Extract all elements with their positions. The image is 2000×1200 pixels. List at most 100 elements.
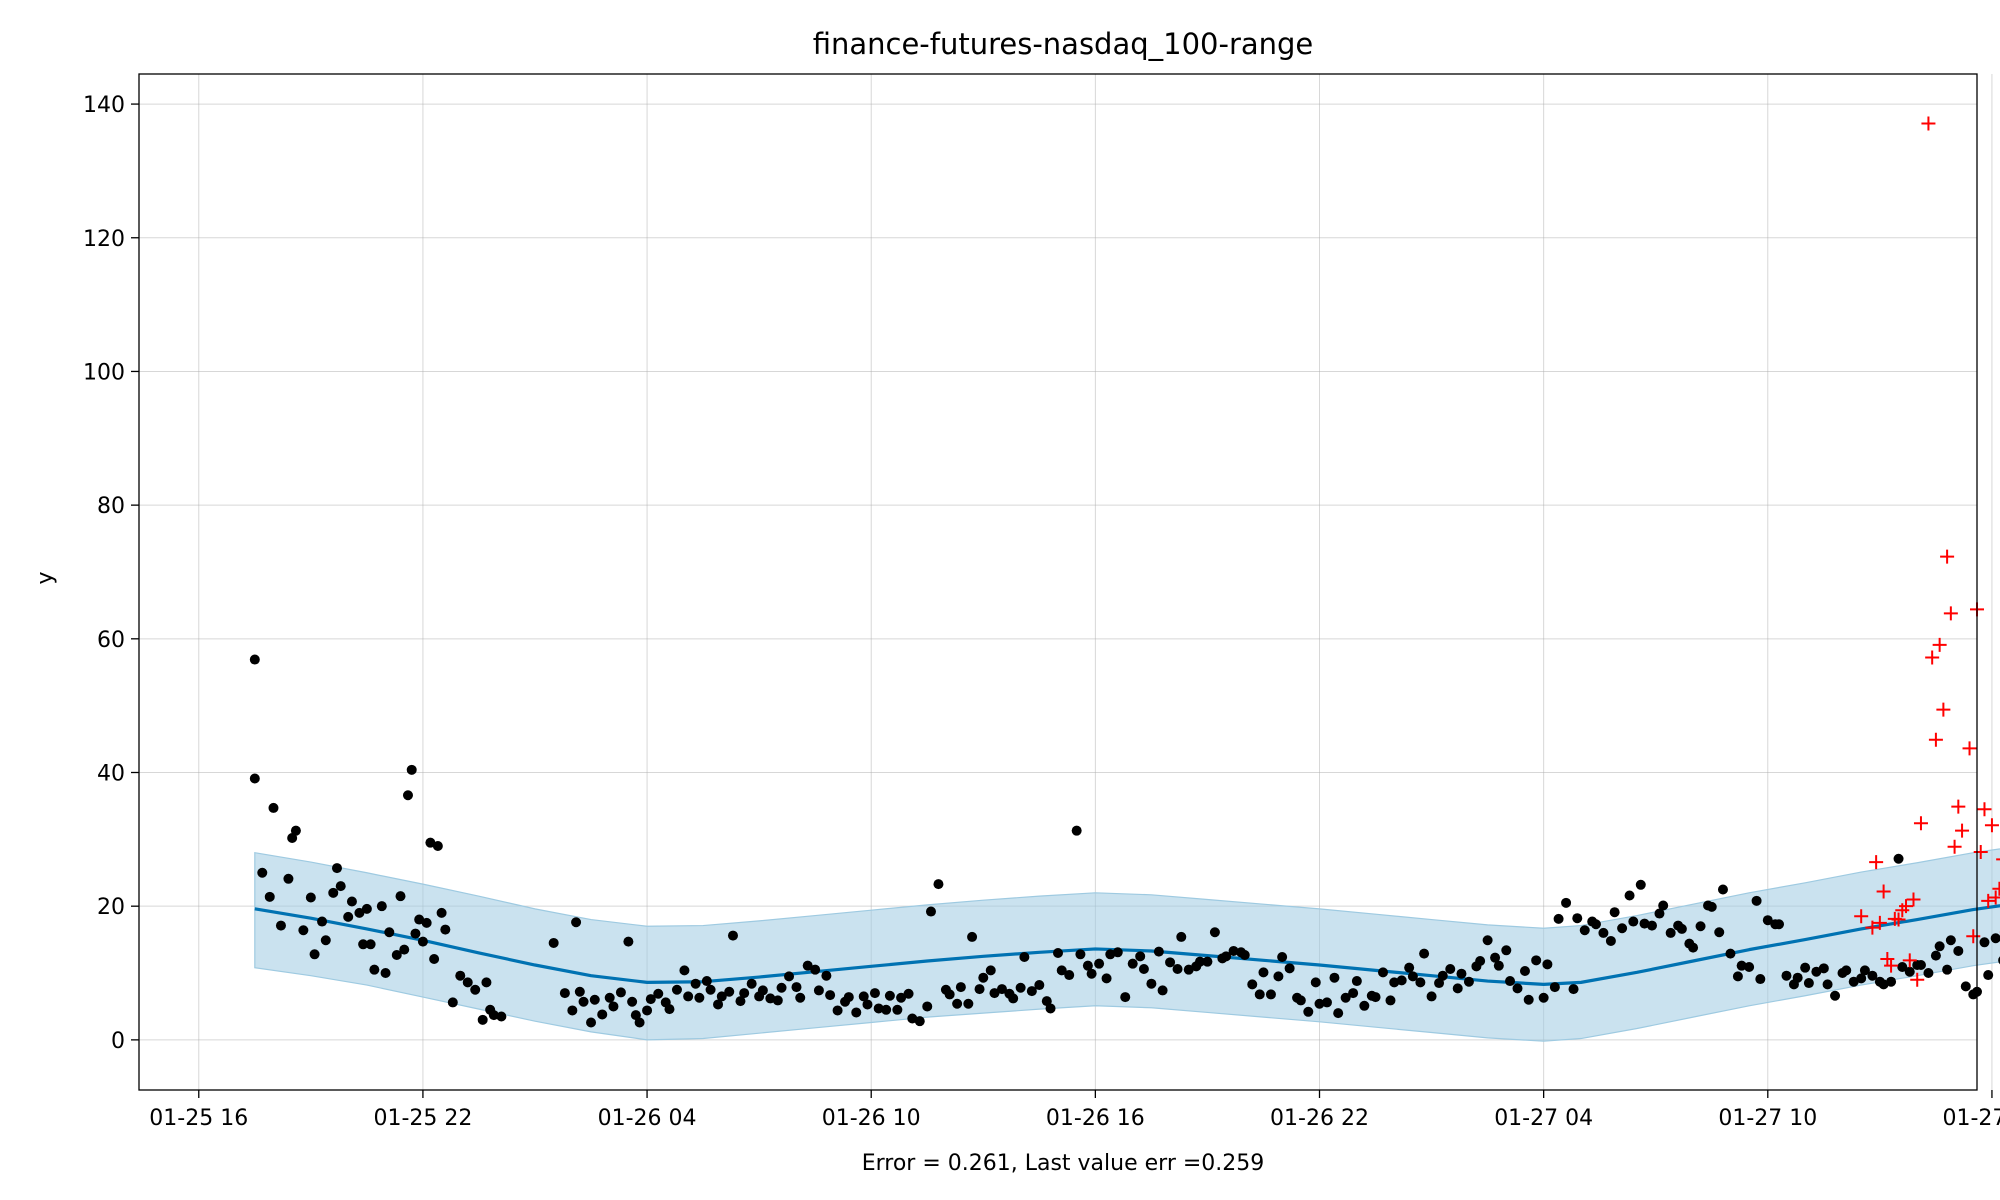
observed-point — [1284, 963, 1295, 974]
observed-point — [869, 988, 880, 999]
observed-point — [1194, 956, 1205, 967]
observed-point — [1605, 935, 1616, 946]
observed-point — [586, 1017, 597, 1028]
observed-point — [1329, 972, 1340, 983]
observed-point — [1859, 965, 1870, 976]
observed-point — [1598, 927, 1609, 938]
observed-point — [421, 917, 432, 928]
observed-point — [354, 907, 365, 918]
x-tick-label: 01-25 22 — [373, 1106, 472, 1131]
observed-point — [716, 991, 727, 1002]
observed-point — [1579, 925, 1590, 936]
observed-point — [1333, 1008, 1344, 1019]
observed-point — [1800, 962, 1811, 973]
observed-point — [1654, 908, 1665, 919]
observed-point — [1942, 964, 1953, 975]
observed-point — [623, 936, 634, 947]
observed-point — [1665, 927, 1676, 938]
observed-point — [881, 1004, 892, 1015]
observed-point — [627, 996, 638, 1007]
y-axis-label: y — [33, 571, 58, 584]
observed-point — [1437, 970, 1448, 981]
observed-point — [1359, 1000, 1370, 1011]
observed-point — [963, 998, 974, 1009]
observed-point — [1493, 960, 1504, 971]
observed-point — [481, 977, 492, 988]
observed-point — [1572, 913, 1583, 924]
observed-point — [1732, 971, 1743, 982]
observed-point — [432, 841, 443, 852]
observed-point — [1751, 895, 1762, 906]
observed-point — [1426, 991, 1437, 1002]
observed-point — [1221, 951, 1232, 962]
observed-point — [1378, 967, 1389, 978]
observed-point — [1542, 959, 1553, 970]
observed-point — [1646, 920, 1657, 931]
uncertainty-band-area — [254, 848, 2000, 1042]
observed-point — [1172, 964, 1183, 975]
observed-point — [776, 982, 787, 993]
observed-point — [1628, 916, 1639, 927]
observed-point — [574, 986, 585, 997]
observed-point — [1695, 921, 1706, 932]
observed-point — [346, 896, 357, 907]
test-point — [1854, 909, 1869, 924]
observed-point — [1531, 955, 1542, 966]
observed-point — [425, 837, 436, 848]
observed-point — [903, 988, 914, 999]
observed-point — [671, 984, 682, 995]
observed-point — [1930, 950, 1941, 961]
observed-point — [1146, 978, 1157, 989]
observed-point — [1254, 989, 1265, 1000]
observed-point — [739, 988, 750, 999]
observed-point — [283, 873, 294, 884]
observed-point — [843, 992, 854, 1003]
observed-point — [1045, 1003, 1056, 1014]
observed-point — [597, 1009, 608, 1020]
observed-point — [1138, 964, 1149, 975]
y-tick-label: 40 — [97, 762, 125, 787]
forecast-line-path — [254, 904, 2000, 986]
observed-point — [414, 914, 425, 925]
observed-points — [249, 654, 2000, 1028]
observed-point — [1841, 965, 1852, 976]
observed-point — [559, 988, 570, 999]
observed-point — [268, 802, 279, 813]
observed-point — [772, 995, 783, 1006]
observed-point — [873, 1003, 884, 1014]
observed-point — [791, 982, 802, 993]
x-tick-label: 01-26 10 — [822, 1106, 921, 1131]
observed-point — [967, 931, 978, 942]
x-axis-ticks: 01-25 16 01-25 22 01-26 04 01-26 10 01-26 16… — [149, 1090, 2000, 1131]
observed-point — [1075, 949, 1086, 960]
plot-area-frame — [138, 73, 1978, 1091]
observed-point — [944, 989, 955, 1000]
observed-point — [1202, 956, 1213, 967]
observed-point — [257, 867, 268, 878]
observed-point — [1904, 966, 1915, 977]
observed-point — [436, 907, 447, 918]
observed-point — [989, 988, 1000, 999]
observed-point — [795, 992, 806, 1003]
observed-point — [1893, 853, 1904, 864]
observed-point — [724, 986, 735, 997]
observed-point — [455, 970, 466, 981]
observed-point — [1945, 935, 1956, 946]
observed-point — [955, 982, 966, 993]
observed-point — [1512, 983, 1523, 994]
test-point — [1951, 799, 1966, 814]
observed-point — [462, 977, 473, 988]
observed-point — [746, 978, 757, 989]
observed-point — [298, 925, 309, 936]
test-point — [1947, 839, 1962, 854]
observed-point — [410, 928, 421, 939]
observed-point — [1419, 948, 1430, 959]
observed-point — [305, 892, 316, 903]
observed-point — [1990, 933, 2000, 944]
test-point — [1906, 892, 1921, 907]
test-point — [1973, 845, 1988, 860]
observed-point — [1934, 941, 1945, 952]
observed-point — [608, 1001, 619, 1012]
y-axis-ticks: 0 20 40 60 80 100 120 140 — [83, 93, 139, 1054]
observed-point — [1310, 977, 1321, 988]
